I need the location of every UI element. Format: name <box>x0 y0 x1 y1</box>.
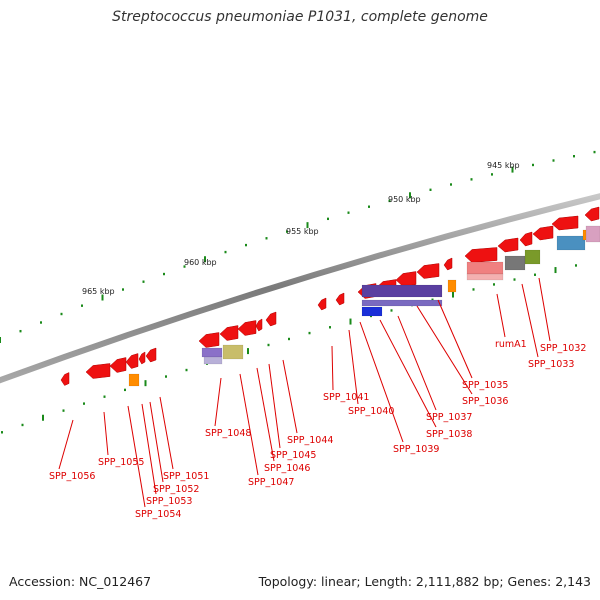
topology-text: Topology: linear; Length: 2,111,882 bp; … <box>258 574 591 589</box>
gene-label: SPP_1032 <box>540 343 586 354</box>
gene-arrow <box>145 347 157 363</box>
gene-label: SPP_1056 <box>49 471 95 482</box>
domain-box <box>556 235 586 251</box>
ruler-label: 945 kbp <box>487 161 520 170</box>
label-leaders <box>58 277 551 508</box>
gene-arrow <box>237 320 257 336</box>
label-leader <box>397 315 437 411</box>
domain-box <box>585 225 600 243</box>
label-leader <box>521 283 539 358</box>
domain-box <box>466 261 504 275</box>
gene-label: SPP_1035 <box>462 380 508 391</box>
label-leader <box>437 299 473 379</box>
domain-box <box>524 249 541 265</box>
domain-box <box>466 273 504 281</box>
gene-arrow <box>198 332 220 348</box>
domain-box <box>504 255 526 271</box>
label-leader <box>268 363 281 449</box>
label-leader <box>416 305 473 395</box>
gene-label: SPP_1048 <box>205 428 251 439</box>
gene-arrow <box>519 231 533 247</box>
gene-arrow <box>395 271 417 287</box>
gene-label: SPP_1046 <box>264 463 310 474</box>
gene-arrow <box>416 263 440 279</box>
gene-label: SPP_1053 <box>146 496 192 507</box>
label-leader <box>141 403 157 495</box>
gene-arrow <box>584 206 600 222</box>
label-leader <box>496 293 506 338</box>
label-leader <box>379 319 437 428</box>
label-leader <box>214 377 222 427</box>
gene-arrow <box>125 353 139 369</box>
domain-box <box>361 306 383 317</box>
label-leader <box>348 329 359 405</box>
gene-arrow <box>60 372 70 386</box>
gene-label: SPP_1045 <box>270 450 316 461</box>
accession-text: Accession: NC_012467 <box>9 574 152 589</box>
ruler-outer-ticks <box>0 150 596 343</box>
ruler-label: 965 kbp <box>82 287 115 296</box>
gene-arrow <box>464 247 498 263</box>
ruler-labels: 945 kbp 950 kbp 955 kbp 960 kbp 965 kbp <box>82 161 520 296</box>
label-leader <box>359 321 404 443</box>
gene-arrow <box>255 318 263 332</box>
label-leader <box>127 405 146 508</box>
label-leader <box>58 419 74 470</box>
gene-label: SPP_1052 <box>153 484 199 495</box>
domain-box <box>128 373 140 387</box>
gene-arrow <box>109 357 127 373</box>
domain-box <box>447 279 457 293</box>
domain-box <box>203 356 223 365</box>
gene-label: SPP_1033 <box>528 359 574 370</box>
label-leader <box>538 277 551 342</box>
gene-label: rumA1 <box>495 339 527 350</box>
gene-label: SPP_1037 <box>426 412 472 423</box>
label-leader <box>149 401 164 483</box>
domain-box <box>201 347 223 358</box>
gene-label: SPP_1036 <box>462 396 508 407</box>
ruler-label: 955 kbp <box>286 227 319 236</box>
gene-arrow <box>335 292 345 306</box>
domain-box <box>222 344 244 360</box>
gene-label: SPP_1039 <box>393 444 439 455</box>
gene-arrow <box>551 215 579 231</box>
gene-label: SPP_1040 <box>348 406 394 417</box>
label-leader <box>239 373 259 476</box>
label-leader <box>331 345 334 391</box>
genome-backbone <box>0 193 600 384</box>
label-leader <box>282 359 298 434</box>
gene-arrow <box>532 225 554 241</box>
gene-label: SPP_1051 <box>163 471 209 482</box>
map-title: Streptococcus pneumoniae P1031, complete… <box>112 9 488 25</box>
ruler-label: 950 kbp <box>388 195 421 204</box>
gene-label: SPP_1054 <box>135 509 181 520</box>
gene-label: SPP_1055 <box>98 457 144 468</box>
gene-arrow <box>265 311 277 327</box>
gene-label: SPP_1044 <box>287 435 333 446</box>
gene-arrow <box>317 297 327 311</box>
label-leader <box>103 411 109 456</box>
gene-label: SPP_1038 <box>426 429 472 440</box>
ruler-label: 960 kbp <box>184 258 217 267</box>
domain-box <box>361 299 443 307</box>
gene-arrow <box>138 351 146 365</box>
label-leader <box>159 396 174 470</box>
gene-arrow <box>85 363 111 379</box>
gene-label: SPP_1041 <box>323 392 369 403</box>
gene-label: SPP_1047 <box>248 477 294 488</box>
domain-box <box>361 284 443 298</box>
label-leader <box>256 367 275 462</box>
feature-track <box>60 206 600 387</box>
gene-arrow <box>497 237 519 253</box>
gene-arrow <box>219 325 239 341</box>
gene-arrow <box>443 257 453 271</box>
